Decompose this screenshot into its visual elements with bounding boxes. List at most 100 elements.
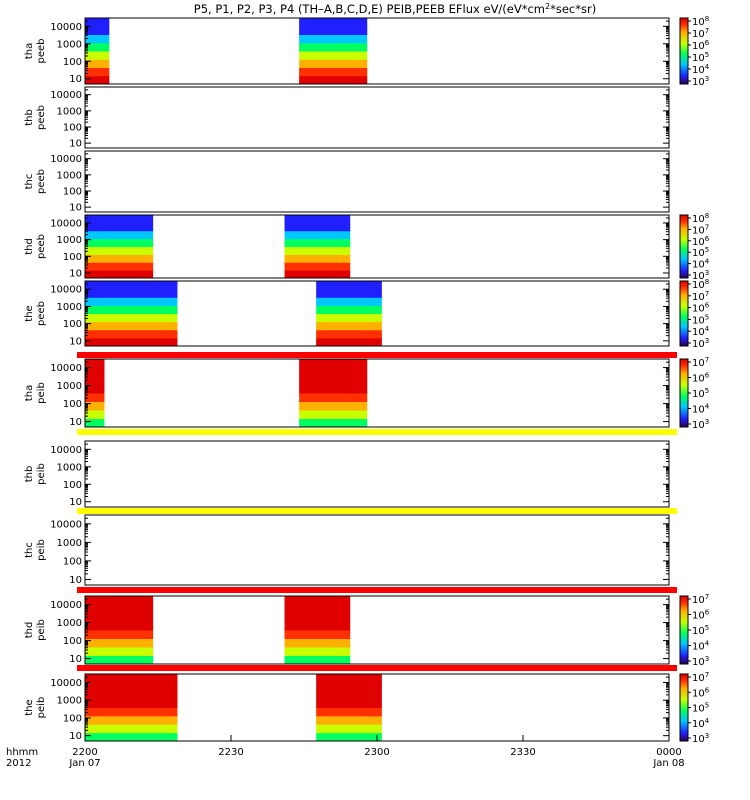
panel-probe-label: tha <box>24 385 35 401</box>
y-tick-label: 100 <box>63 556 82 567</box>
spectrogram-band <box>299 67 368 77</box>
spectrogram-band <box>85 384 105 394</box>
panel-the-peib: 10000 1000 100 10 the peib 107 106 105 104 103 <box>24 671 710 745</box>
spectrogram-band <box>85 638 154 648</box>
spectrogram-band <box>284 630 351 639</box>
y-tick-label: 10000 <box>50 519 82 530</box>
y-tick-label: 10 <box>69 731 82 742</box>
spectrogram-band <box>85 254 154 263</box>
colorbar <box>679 358 689 428</box>
spectrogram-band <box>284 596 351 605</box>
spectrogram-band <box>316 707 382 717</box>
spectrogram-band <box>299 75 368 85</box>
spectrogram-band <box>284 222 351 232</box>
colorbar <box>679 280 689 347</box>
y-tick-label: 10000 <box>50 285 82 296</box>
colorbar-tick-label: 105 <box>692 387 709 400</box>
panel-product-label: peib <box>36 539 47 561</box>
panel-probe-label: tha <box>24 43 35 59</box>
spectrogram-band <box>85 376 105 385</box>
panel-product-label: peib <box>36 382 47 404</box>
y-tick-label: 10 <box>69 654 82 665</box>
spectrogram-band <box>316 289 382 298</box>
spectrogram-band <box>85 337 178 347</box>
y-tick-label: 100 <box>63 319 82 330</box>
spectrogram-band <box>85 630 154 639</box>
spectrogram-band <box>85 289 178 298</box>
colorbar-tick-label: 103 <box>692 655 709 668</box>
spectrogram-band <box>85 313 178 323</box>
separator-band <box>77 665 677 671</box>
spectrogram-band <box>299 51 368 60</box>
spectrogram-band <box>85 329 178 339</box>
panel-probe-label: the <box>24 699 35 715</box>
spectrogram-band <box>85 67 110 77</box>
spectrogram-band <box>85 401 105 411</box>
spectrogram-band <box>299 59 368 68</box>
colorbar-tick-label: 104 <box>692 717 710 730</box>
colorbar-tick-label: 103 <box>692 732 709 745</box>
spectrogram-band <box>299 42 368 52</box>
spectrogram-band <box>85 367 105 377</box>
y-tick-label: 10000 <box>50 154 82 165</box>
spectrogram-band <box>284 613 351 622</box>
spectrogram-band <box>85 621 154 631</box>
separator-band <box>77 429 677 435</box>
colorbar-tick-label: 105 <box>692 624 709 637</box>
time-axis-label-hhmm: hhmm <box>6 747 38 758</box>
spectrogram-band <box>284 230 351 240</box>
panel-probe-label: thd <box>24 622 35 639</box>
spectrogram-band <box>85 26 110 35</box>
y-tick-label: 1000 <box>57 381 82 392</box>
panel-product-label: peeb <box>36 234 47 259</box>
spectrogram-band <box>85 682 178 692</box>
spectrogram-band <box>85 321 178 331</box>
spectrogram-band <box>284 215 351 224</box>
colorbar-tick-label: 106 <box>692 686 710 699</box>
panel-thd-peib: 10000 1000 100 10 thd peib 107 106 105 104 103 <box>24 593 710 671</box>
panel-thb-peeb: 10000 1000 100 10 thb peeb <box>24 86 670 150</box>
x-tick-label: 0000 <box>656 747 681 758</box>
colorbar <box>679 673 689 742</box>
x-tick-date: Jan 08 <box>652 758 684 769</box>
y-tick-label: 10000 <box>50 678 82 689</box>
spectrogram-band <box>85 297 178 306</box>
spectrogram-band <box>316 337 382 347</box>
spectrogram-band <box>284 246 351 255</box>
spectrogram-band <box>85 715 178 725</box>
y-tick-label: 10 <box>69 336 82 347</box>
y-tick-label: 1000 <box>57 618 82 629</box>
colorbar <box>679 595 689 665</box>
colorbar <box>679 214 689 279</box>
y-tick-label: 10 <box>69 497 82 508</box>
spectrogram-band <box>85 393 105 402</box>
y-tick-label: 1000 <box>57 235 82 246</box>
spectrogram-band <box>85 674 178 683</box>
y-tick-label: 1000 <box>57 106 82 117</box>
spectrogram-band <box>85 305 178 314</box>
spectrogram-band <box>316 313 382 323</box>
y-tick-label: 100 <box>63 252 82 263</box>
spectrogram-band <box>316 699 382 708</box>
spectrogram-band <box>284 270 351 279</box>
spectrogram-band <box>85 281 178 290</box>
y-tick-label: 10 <box>69 268 82 279</box>
spectrogram-band <box>299 18 368 27</box>
panel-tha-peib: 10000 1000 100 10 tha peib 107 106 105 104 103 <box>24 356 710 435</box>
y-tick-label: 100 <box>63 713 82 724</box>
spectrogram-band <box>316 715 382 725</box>
spectrogram-band <box>284 254 351 263</box>
colorbar-tick-label: 104 <box>692 403 710 416</box>
panel-product-label: peib <box>36 619 47 641</box>
x-tick-date: Jan 07 <box>68 758 100 769</box>
panel-frame <box>84 150 670 213</box>
panel-frame <box>84 514 670 586</box>
panel-thc-peeb: 10000 1000 100 10 thc peeb <box>24 150 670 214</box>
spectrogram-band <box>85 724 178 734</box>
spectrogram-band <box>316 305 382 314</box>
spectrogram-band <box>85 655 154 665</box>
colorbar-tick-label: 107 <box>692 671 709 684</box>
y-tick-label: 10 <box>69 203 82 214</box>
spectrogram-band <box>85 707 178 717</box>
